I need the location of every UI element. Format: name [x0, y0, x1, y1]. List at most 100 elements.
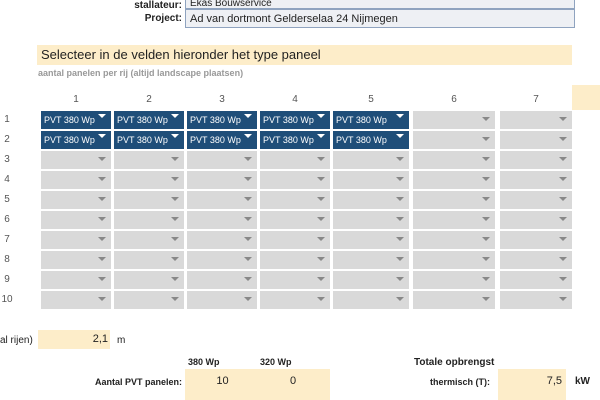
panel-type-dropdown[interactable]	[413, 211, 495, 229]
chevron-down-icon	[98, 277, 106, 281]
panel-type-dropdown[interactable]	[260, 151, 330, 169]
panel-type-dropdown[interactable]	[114, 211, 184, 229]
panel-type-dropdown[interactable]	[413, 131, 495, 149]
panel-type-dropdown[interactable]: PVT 380 Wp	[187, 131, 257, 149]
chevron-down-icon	[559, 137, 567, 141]
panel-type-dropdown[interactable]	[114, 231, 184, 249]
panel-type-dropdown[interactable]	[187, 231, 257, 249]
chevron-down-icon	[396, 134, 404, 138]
panel-type-dropdown[interactable]	[333, 151, 409, 169]
panel-type-dropdown[interactable]	[260, 231, 330, 249]
panel-type-dropdown[interactable]	[413, 271, 495, 289]
chevron-down-icon	[98, 157, 106, 161]
chevron-down-icon	[244, 237, 252, 241]
chevron-down-icon	[396, 277, 404, 281]
panel-type-dropdown[interactable]	[500, 151, 572, 169]
panel-type-dropdown[interactable]	[260, 271, 330, 289]
panel-type-dropdown[interactable]: PVT 380 Wp	[187, 111, 257, 129]
chevron-down-icon	[171, 277, 179, 281]
panel-type-dropdown[interactable]	[413, 191, 495, 209]
panel-type-dropdown[interactable]	[41, 151, 111, 169]
panel-type-dropdown[interactable]	[413, 151, 495, 169]
panel-type-dropdown[interactable]	[114, 151, 184, 169]
panel-type-dropdown[interactable]	[114, 291, 184, 309]
panel-type-dropdown[interactable]	[500, 271, 572, 289]
chevron-down-icon	[171, 134, 179, 138]
panel-type-dropdown[interactable]	[187, 171, 257, 189]
chevron-down-icon	[244, 257, 252, 261]
panel-type-dropdown[interactable]	[41, 271, 111, 289]
panel-type-dropdown[interactable]	[500, 131, 572, 149]
panel-type-dropdown[interactable]	[187, 291, 257, 309]
panel-type-dropdown[interactable]: PVT 380 Wp	[114, 111, 184, 129]
panel-type-dropdown[interactable]	[260, 211, 330, 229]
panel-type-dropdown[interactable]	[333, 191, 409, 209]
panel-type-dropdown[interactable]	[114, 171, 184, 189]
panel-type-dropdown[interactable]: PVT 380 Wp	[260, 111, 330, 129]
panel-type-dropdown[interactable]	[333, 211, 409, 229]
panel-type-dropdown[interactable]	[500, 111, 572, 129]
chevron-down-icon	[396, 257, 404, 261]
panel-type-dropdown[interactable]	[500, 251, 572, 269]
panel-type-dropdown[interactable]	[260, 291, 330, 309]
section-subtitle: aantal panelen per rij (altijd landscape…	[38, 68, 244, 78]
panel-type-dropdown[interactable]	[41, 231, 111, 249]
panel-type-dropdown[interactable]: PVT 380 Wp	[41, 111, 111, 129]
dropdown-value: PVT 380 Wp	[263, 115, 314, 125]
panel-type-dropdown[interactable]	[187, 211, 257, 229]
panel-type-dropdown[interactable]	[260, 171, 330, 189]
panel-type-dropdown[interactable]	[500, 291, 572, 309]
distance-value[interactable]: 2,1	[38, 330, 110, 349]
panel-type-dropdown[interactable]	[187, 271, 257, 289]
chevron-down-icon	[482, 157, 490, 161]
panel-type-dropdown[interactable]	[413, 291, 495, 309]
panel-type-dropdown[interactable]: PVT 380 Wp	[114, 131, 184, 149]
panels-320-value[interactable]: 0	[289, 375, 297, 387]
row-header: 5	[4, 194, 10, 205]
panel-type-dropdown[interactable]	[114, 191, 184, 209]
dropdown-value: PVT 380 Wp	[263, 135, 314, 145]
chevron-down-icon	[559, 277, 567, 281]
chevron-down-icon	[482, 217, 490, 221]
panel-type-dropdown[interactable]	[41, 251, 111, 269]
panel-type-dropdown[interactable]	[333, 291, 409, 309]
panels-380-value[interactable]: 10	[216, 375, 229, 387]
panel-type-dropdown[interactable]: PVT 380 Wp	[41, 131, 111, 149]
panel-type-dropdown[interactable]	[333, 231, 409, 249]
panel-type-dropdown[interactable]	[413, 171, 495, 189]
panel-type-dropdown[interactable]	[187, 151, 257, 169]
chevron-down-icon	[396, 197, 404, 201]
panel-type-dropdown[interactable]	[413, 231, 495, 249]
panel-type-dropdown[interactable]	[260, 251, 330, 269]
panel-type-dropdown[interactable]	[333, 271, 409, 289]
panel-type-dropdown[interactable]	[41, 291, 111, 309]
panel-type-dropdown[interactable]	[500, 171, 572, 189]
chevron-down-icon	[98, 114, 106, 118]
panel-type-dropdown[interactable]	[333, 171, 409, 189]
chevron-down-icon	[317, 134, 325, 138]
chevron-down-icon	[396, 114, 404, 118]
panel-type-dropdown[interactable]	[500, 231, 572, 249]
chevron-down-icon	[317, 237, 325, 241]
panel-type-dropdown[interactable]	[260, 191, 330, 209]
panel-type-dropdown[interactable]	[114, 251, 184, 269]
installer-label: stallateur:	[134, 0, 182, 11]
chevron-down-icon	[559, 297, 567, 301]
panel-type-dropdown[interactable]	[413, 111, 495, 129]
panel-type-dropdown[interactable]: PVT 380 Wp	[260, 131, 330, 149]
panel-type-dropdown[interactable]: PVT 380 Wp	[333, 111, 409, 129]
panel-type-dropdown[interactable]	[41, 191, 111, 209]
panel-type-dropdown[interactable]	[333, 251, 409, 269]
panel-type-dropdown[interactable]	[500, 211, 572, 229]
panel-type-dropdown[interactable]	[500, 191, 572, 209]
panel-type-dropdown[interactable]	[114, 271, 184, 289]
panel-type-dropdown[interactable]	[187, 251, 257, 269]
panel-type-dropdown[interactable]	[41, 211, 111, 229]
project-input[interactable]: Ad van dortmont Gelderselaa 24 Nijmegen	[185, 9, 575, 28]
chevron-down-icon	[559, 217, 567, 221]
panel-type-dropdown[interactable]: PVT 380 Wp	[333, 131, 409, 149]
panel-type-dropdown[interactable]	[41, 171, 111, 189]
panel-type-dropdown[interactable]	[187, 191, 257, 209]
panel-type-dropdown[interactable]	[413, 251, 495, 269]
installer-input[interactable]: Ekas Bouwservice	[185, 0, 575, 9]
